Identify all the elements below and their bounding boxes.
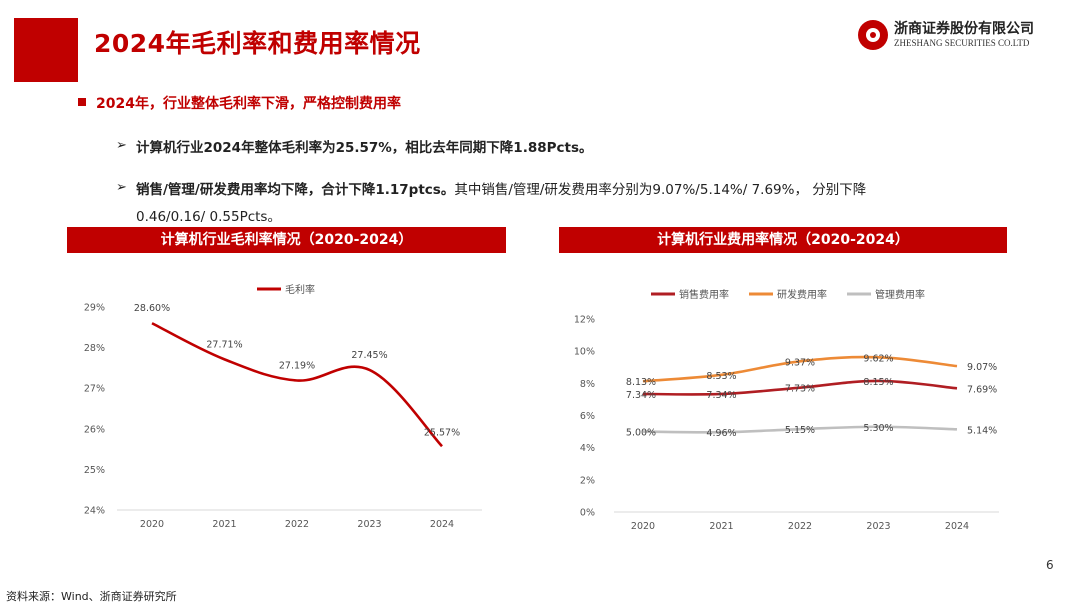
y-tick-label: 0% — [580, 508, 595, 519]
logo-icon — [858, 20, 888, 50]
bullet-square-icon — [78, 98, 86, 106]
data-label: 5.30% — [863, 423, 893, 434]
page-number: 6 — [1046, 558, 1054, 572]
source-note: 资料来源：Wind、浙商证券研究所 — [6, 590, 177, 603]
data-label: 8.13% — [626, 377, 656, 388]
point-1: 计算机行业2024年整体毛利率为25.57%，相比去年同期下降1.88Pcts。 — [136, 136, 593, 156]
expense-ratio-chart: 0% 2% 4% 6% 8% 10% 12% 2020 2021 2022 2023 2024 销售费用… — [574, 288, 999, 532]
chart-1-title: 计算机行业毛利率情况（2020-2024） — [67, 227, 506, 253]
data-label: 27.45% — [351, 350, 387, 361]
series-line — [151, 322, 443, 448]
data-label: 27.71% — [206, 339, 242, 350]
legend-label: 管理费用率 — [875, 288, 925, 301]
x-tick-label: 2022 — [788, 521, 812, 532]
x-tick-label: 2022 — [285, 519, 309, 530]
data-label: 7.69% — [967, 384, 997, 395]
point-1-text: 计算机行业2024年整体毛利率为25.57%，相比去年同期下降1.88Pcts。 — [136, 140, 593, 156]
point-2-text: 其中销售/管理/研发费用率分别为9.07%/5.14%/ 7.69%， 分别下降 — [454, 182, 867, 198]
y-tick-label: 4% — [580, 443, 595, 454]
data-label: 7.34% — [706, 390, 736, 401]
y-tick-label: 26% — [84, 424, 105, 435]
data-label: 9.62% — [863, 353, 893, 364]
data-label: 4.96% — [706, 428, 736, 439]
x-tick-label: 2020 — [631, 521, 655, 532]
data-label: 7.34% — [626, 390, 656, 401]
point-2-continuation: 0.46/0.16/ 0.55Pcts。 — [136, 209, 281, 225]
legend-label: 毛利率 — [285, 283, 315, 296]
logo-name-cn: 浙商证券股份有限公司 — [894, 21, 1034, 37]
x-tick-label: 2023 — [357, 519, 381, 530]
y-tick-label: 24% — [84, 506, 105, 517]
company-logo: 浙商证券股份有限公司 ZHESHANG SECURITIES CO.LTD — [858, 18, 1068, 58]
x-tick-label: 2020 — [140, 519, 164, 530]
data-label: 5.14% — [967, 425, 997, 436]
section-heading: 2024年，行业整体毛利率下滑，严格控制费用率 — [96, 96, 401, 112]
y-tick-label: 28% — [84, 343, 105, 354]
y-tick-label: 27% — [84, 384, 105, 395]
data-label: 5.15% — [785, 425, 815, 436]
legend-label: 研发费用率 — [777, 288, 827, 301]
y-tick-label: 6% — [580, 411, 595, 422]
point-2-bold-text: 销售/管理/研发费用率均下降，合计下降1.17ptcs。 — [136, 182, 455, 198]
y-tick-label: 12% — [574, 315, 595, 326]
data-label: 7.73% — [785, 384, 815, 395]
arrow-bullet-icon: ➢ — [116, 138, 127, 153]
arrow-bullet-icon: ➢ — [116, 180, 127, 195]
x-tick-label: 2021 — [212, 519, 236, 530]
y-tick-label: 10% — [574, 347, 595, 358]
y-tick-label: 25% — [84, 465, 105, 476]
point-2: 销售/管理/研发费用率均下降，合计下降1.17ptcs。其中销售/管理/研发费用… — [136, 178, 866, 198]
data-label: 8.15% — [863, 377, 893, 388]
x-tick-label: 2021 — [709, 521, 733, 532]
data-label: 25.57% — [424, 427, 460, 438]
data-label: 27.19% — [279, 360, 315, 371]
y-tick-label: 2% — [580, 475, 595, 486]
data-label: 9.07% — [967, 362, 997, 373]
x-tick-label: 2024 — [430, 519, 454, 530]
title-accent-block — [14, 18, 78, 82]
data-label: 28.60% — [134, 303, 170, 314]
data-label: 5.00% — [626, 428, 656, 439]
logo-name-en: ZHESHANG SECURITIES CO.LTD — [894, 38, 1030, 48]
x-tick-label: 2023 — [866, 521, 890, 532]
x-tick-label: 2024 — [945, 521, 969, 532]
data-label: 8.53% — [706, 371, 736, 382]
data-label: 9.37% — [785, 357, 815, 368]
gross-margin-chart: 24% 25% 26% 27% 28% 29% 2020 2021 2022 2023 2024 毛利… — [84, 283, 482, 530]
chart-2-title: 计算机行业费用率情况（2020-2024） — [559, 227, 1007, 253]
legend-label: 销售费用率 — [679, 288, 729, 301]
y-tick-label: 29% — [84, 303, 105, 314]
page-title: 2024年毛利率和费用率情况 — [94, 29, 421, 58]
y-tick-label: 8% — [580, 379, 595, 390]
